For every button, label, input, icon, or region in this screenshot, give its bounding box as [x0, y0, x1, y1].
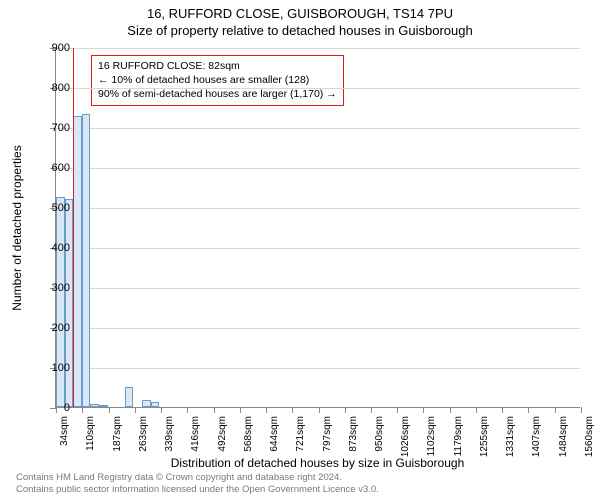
x-tick — [109, 407, 110, 413]
x-tick — [214, 407, 215, 413]
y-tick-label: 700 — [52, 122, 70, 134]
annotation-line1: 16 RUFFORD CLOSE: 82sqm — [98, 59, 337, 73]
histogram-bar — [56, 197, 65, 407]
x-tick-label: 492sqm — [217, 416, 228, 452]
annotation-line3: 90% of semi-detached houses are larger (… — [98, 87, 337, 101]
histogram-bar — [90, 404, 99, 407]
y-tick-label: 0 — [64, 402, 70, 414]
gridline-h — [56, 368, 580, 369]
footer-line1: Contains HM Land Registry data © Crown c… — [16, 472, 379, 484]
x-tick-label: 416sqm — [190, 416, 201, 452]
y-tick-label: 200 — [52, 322, 70, 334]
x-tick — [82, 407, 83, 413]
x-axis-title: Distribution of detached houses by size … — [55, 456, 580, 470]
x-tick — [56, 407, 57, 413]
histogram-bar — [82, 114, 91, 407]
y-tick-label: 500 — [52, 202, 70, 214]
x-tick-label: 1026sqm — [400, 416, 411, 457]
histogram-bar — [142, 400, 151, 407]
chart-title: 16, RUFFORD CLOSE, GUISBOROUGH, TS14 7PU — [0, 0, 600, 21]
x-tick-label: 263sqm — [138, 416, 149, 452]
histogram-bar — [151, 402, 160, 407]
y-tick-label: 800 — [52, 82, 70, 94]
histogram-bar — [73, 116, 82, 407]
x-tick — [528, 407, 529, 413]
annotation-line2: ← 10% of detached houses are smaller (12… — [98, 73, 337, 87]
x-tick-label: 950sqm — [374, 416, 385, 452]
y-tick-label: 900 — [52, 42, 70, 54]
x-tick-label: 568sqm — [243, 416, 254, 452]
x-tick-label: 1331sqm — [505, 416, 516, 457]
x-tick — [345, 407, 346, 413]
x-tick — [319, 407, 320, 413]
plot-area: 16 RUFFORD CLOSE: 82sqm ← 10% of detache… — [55, 48, 580, 408]
x-tick — [371, 407, 372, 413]
footer-attrib: Contains HM Land Registry data © Crown c… — [16, 472, 379, 496]
annotation-box: 16 RUFFORD CLOSE: 82sqm ← 10% of detache… — [91, 55, 344, 106]
x-tick-label: 1179sqm — [453, 416, 464, 456]
x-tick-label: 339sqm — [164, 416, 175, 452]
x-tick-label: 1255sqm — [479, 416, 490, 457]
chart-subtitle: Size of property relative to detached ho… — [0, 21, 600, 38]
x-tick — [292, 407, 293, 413]
gridline-h — [56, 328, 580, 329]
x-tick — [240, 407, 241, 413]
gridline-h — [56, 288, 580, 289]
x-tick-label: 1102sqm — [426, 416, 437, 456]
x-tick-label: 644sqm — [269, 416, 280, 452]
x-tick-label: 1560sqm — [584, 416, 595, 457]
x-tick — [266, 407, 267, 413]
gridline-h — [56, 48, 580, 49]
x-tick — [161, 407, 162, 413]
histogram-bar — [125, 387, 134, 407]
y-axis-title: Number of detached properties — [10, 145, 24, 310]
x-tick — [397, 407, 398, 413]
x-tick-label: 1407sqm — [531, 416, 542, 457]
x-tick-label: 34sqm — [59, 416, 70, 446]
footer-line2: Contains public sector information licen… — [16, 484, 379, 496]
x-tick — [423, 407, 424, 413]
x-tick-label: 187sqm — [112, 416, 123, 452]
x-tick — [476, 407, 477, 413]
gridline-h — [56, 128, 580, 129]
reference-line — [73, 48, 74, 407]
gridline-h — [56, 168, 580, 169]
x-tick — [555, 407, 556, 413]
gridline-h — [56, 248, 580, 249]
y-tick-label: 600 — [52, 162, 70, 174]
gridline-h — [56, 88, 580, 89]
x-tick-label: 873sqm — [348, 416, 359, 452]
x-tick-label: 721sqm — [295, 416, 306, 452]
x-tick-label: 1484sqm — [558, 416, 569, 457]
x-tick — [581, 407, 582, 413]
y-tick-label: 300 — [52, 282, 70, 294]
x-tick — [135, 407, 136, 413]
x-tick — [450, 407, 451, 413]
y-tick-label: 400 — [52, 242, 70, 254]
y-tick-label: 100 — [52, 362, 70, 374]
gridline-h — [56, 208, 580, 209]
x-tick — [187, 407, 188, 413]
x-tick-label: 797sqm — [322, 416, 333, 452]
x-tick — [502, 407, 503, 413]
x-tick-label: 110sqm — [85, 416, 96, 451]
histogram-bar — [99, 405, 108, 407]
